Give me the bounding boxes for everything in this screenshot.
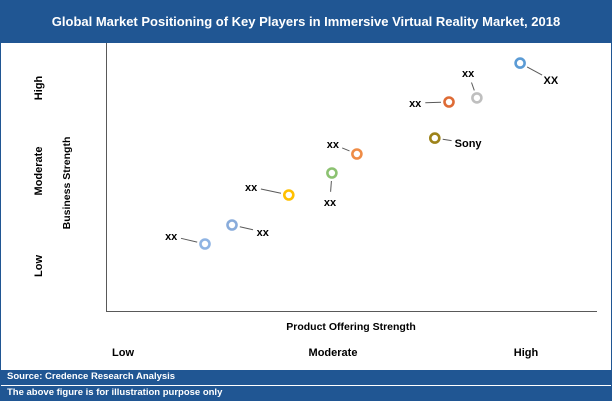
scatter-marker: [199, 238, 211, 250]
x-axis-title: Product Offering Strength: [286, 321, 416, 333]
y-axis-title: Business Strength: [61, 136, 73, 230]
leader-line: [526, 66, 543, 76]
y-axis-tick-low: Low: [33, 255, 45, 277]
footer-source: Source: Credence Research Analysis: [7, 371, 176, 382]
scatter-marker: [283, 189, 295, 201]
leader-line: [425, 101, 442, 104]
point-label: xx: [257, 227, 270, 239]
point-label: xx: [409, 98, 422, 110]
leader-line: [442, 138, 452, 142]
scatter-marker: [326, 167, 338, 179]
x-axis-tick-low: Low: [112, 347, 134, 359]
y-axis-tick-high: High: [33, 75, 45, 101]
point-label: XX: [544, 75, 559, 87]
leader-line: [471, 82, 475, 91]
plot-area: XX xx xx Sony xx xx xx xx xx: [106, 43, 597, 312]
scatter-marker: [428, 132, 441, 144]
figure-title: Global Market Positioning of Key Players…: [1, 1, 611, 43]
y-axis-tick-moderate: Moderate: [33, 146, 45, 196]
point-label: xx: [324, 197, 337, 209]
chart-area: High Moderate Low Business Strength XX xx…: [1, 43, 611, 370]
leader-line: [342, 147, 350, 152]
scatter-svg: XX xx xx Sony xx xx xx xx xx: [165, 57, 559, 250]
point-label: xx: [245, 182, 258, 194]
scatter-marker: [514, 57, 526, 69]
scatter-marker: [226, 219, 238, 231]
leader-line: [330, 180, 332, 192]
scatter-marker: [471, 92, 483, 104]
scatter-marker: [443, 96, 455, 108]
leader-line: [180, 237, 198, 243]
x-axis-tick-moderate: Moderate: [308, 347, 358, 359]
footer-note: The above figure is for illustration pur…: [1, 384, 611, 401]
point-label: xx: [462, 68, 475, 80]
point-label: xx: [327, 139, 340, 151]
leader-line: [260, 188, 282, 194]
point-label: Sony: [455, 138, 483, 150]
point-label: xx: [165, 231, 178, 243]
leader-line: [239, 226, 254, 231]
figure-footer: Source: Credence Research Analysis The a…: [1, 370, 611, 400]
x-axis-tick-high: High: [513, 347, 539, 359]
scatter-marker: [351, 148, 363, 160]
